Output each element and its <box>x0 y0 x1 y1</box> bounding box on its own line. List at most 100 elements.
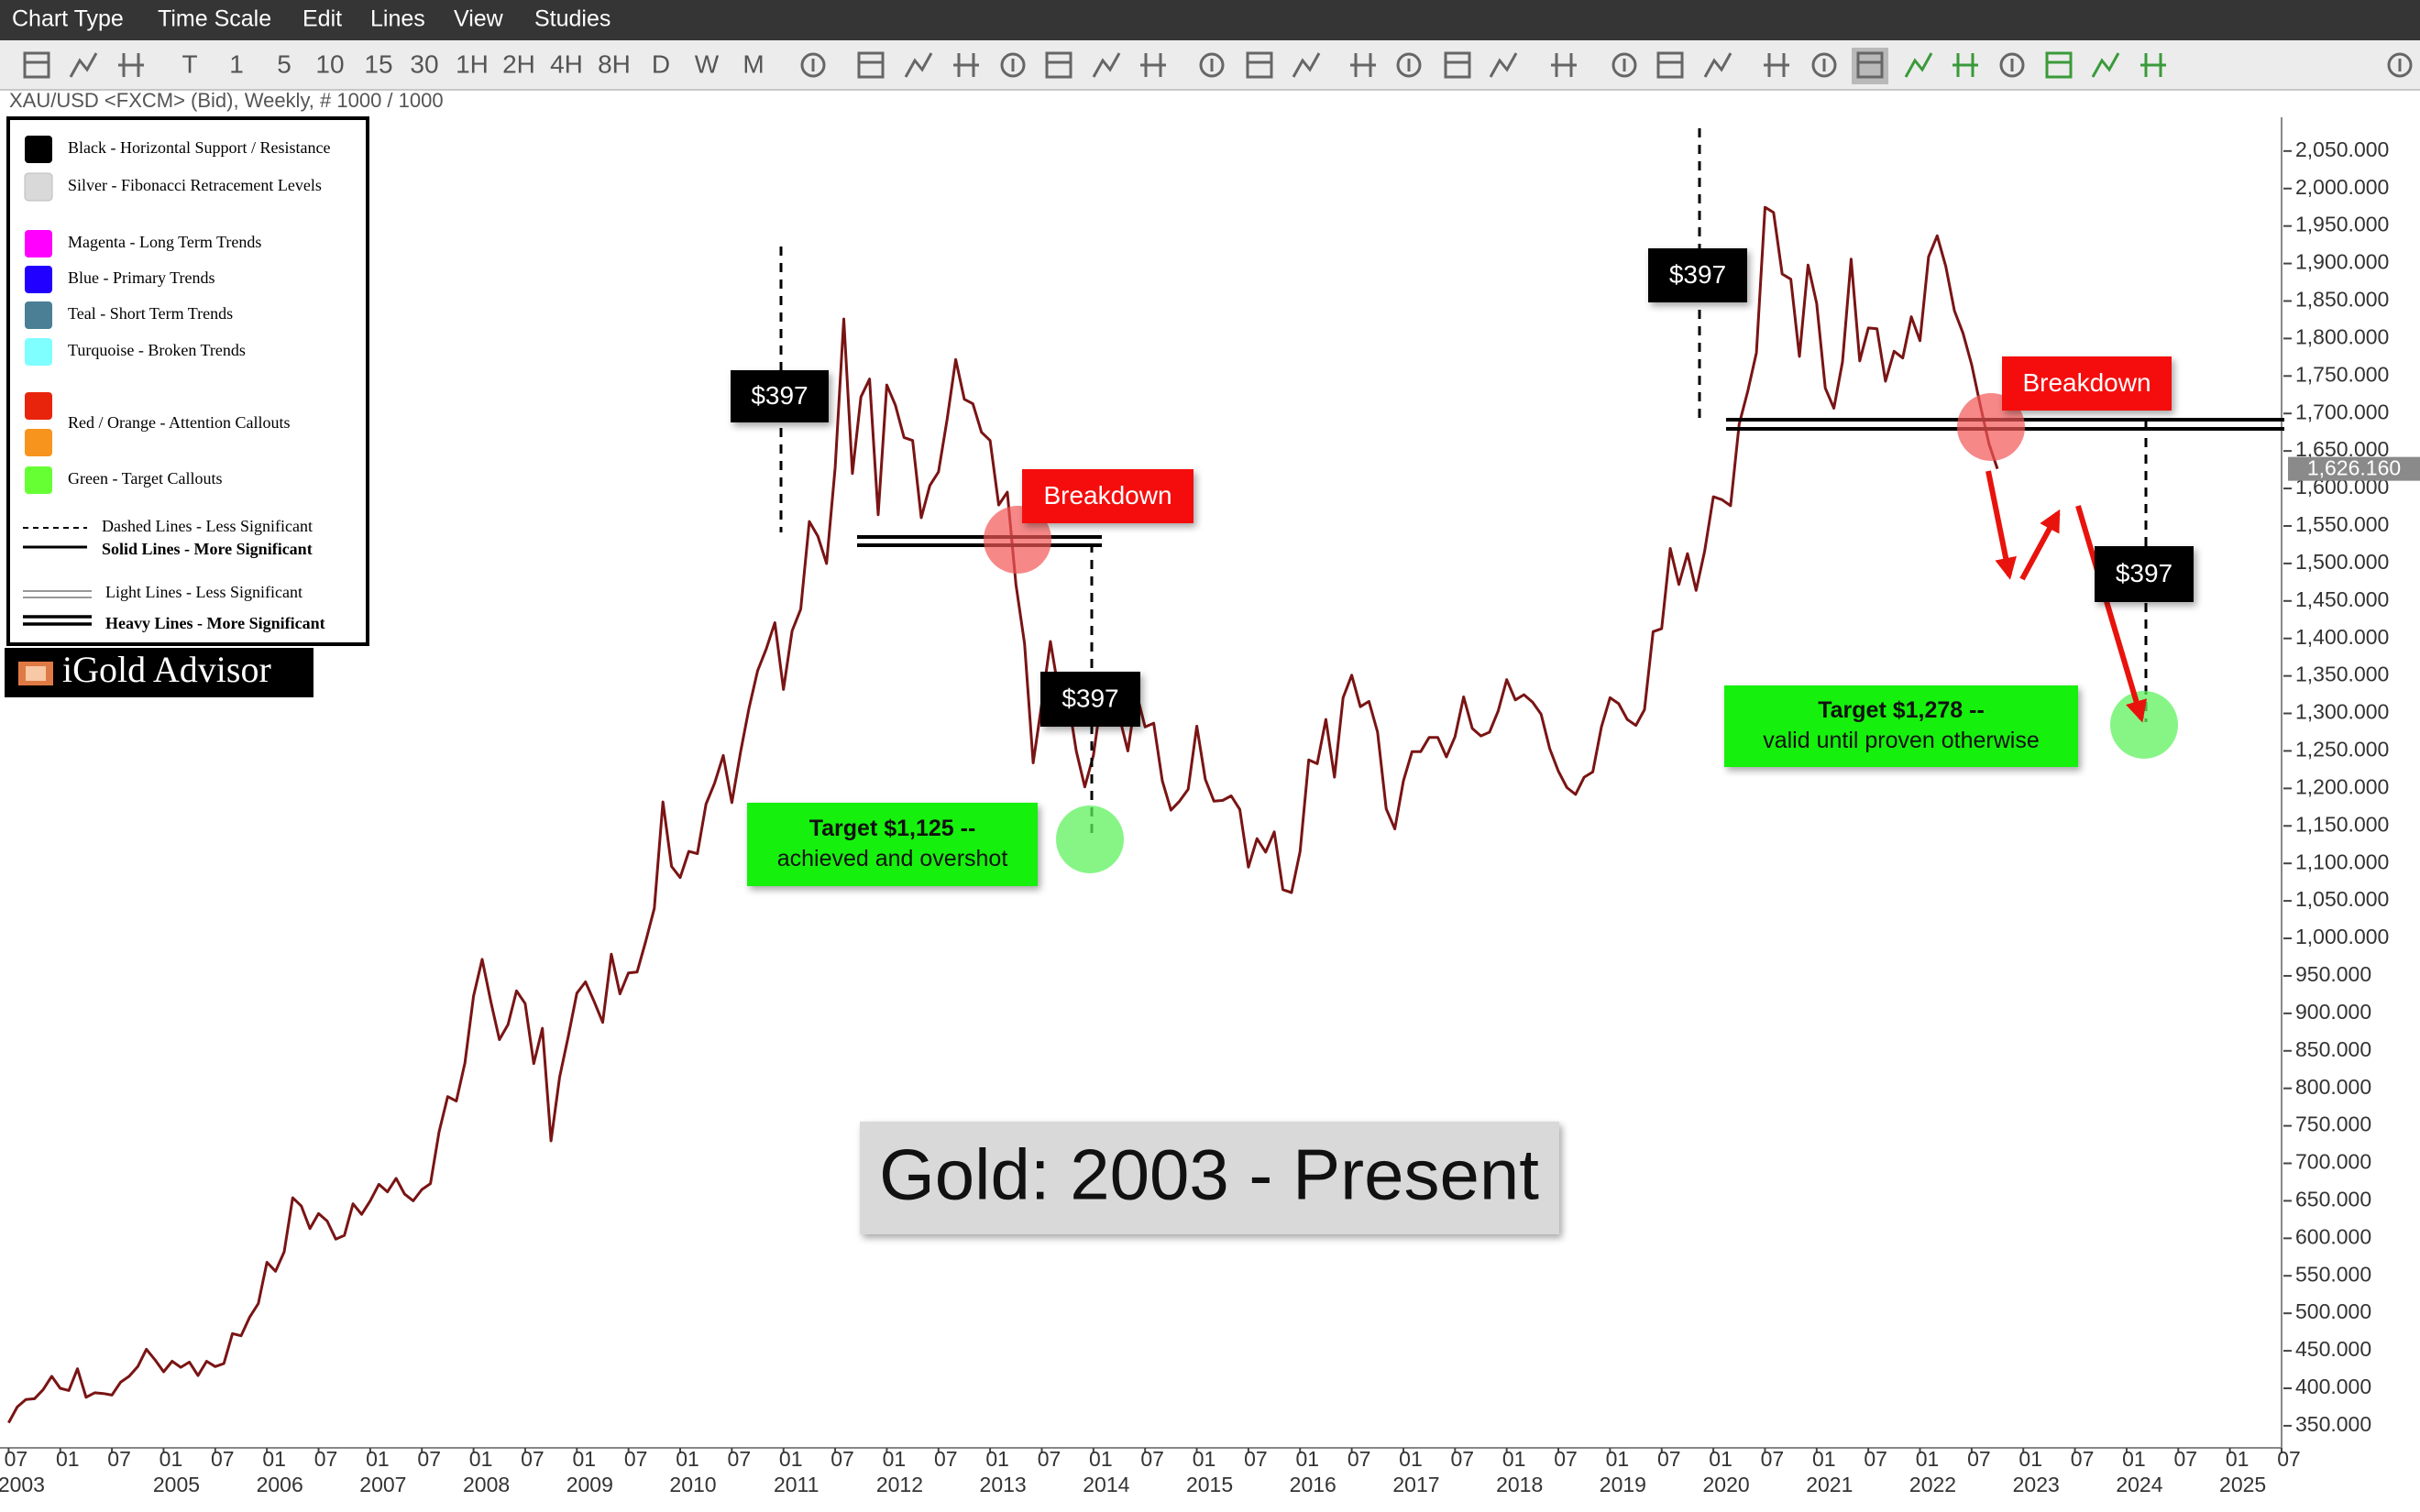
toolbar-icon[interactable] <box>1952 53 1978 77</box>
toolbar-icon[interactable] <box>1246 51 1273 79</box>
toolbar-icon[interactable] <box>2045 51 2073 79</box>
toolbar-icon[interactable] <box>2091 52 2120 78</box>
toolbar-icon[interactable] <box>1444 51 1471 79</box>
toolbar-icon[interactable] <box>1764 53 1789 77</box>
y-tick-label: 1,550.000 <box>2295 512 2389 536</box>
toolbar-button[interactable]: T <box>182 49 197 78</box>
toolbar-icon[interactable] <box>1199 52 1225 78</box>
toolbar-button[interactable]: 5 <box>277 49 292 78</box>
toolbar-icon[interactable] <box>1852 48 1888 84</box>
toolbar-icon[interactable] <box>1551 53 1577 77</box>
y-tick-label: 1,200.000 <box>2295 774 2389 798</box>
x-tick-label: 07 <box>1657 1447 1681 1471</box>
icon-glyph <box>800 52 826 78</box>
icon-glyph <box>1612 52 1637 78</box>
x-tick-label: 01 <box>2018 1447 2042 1471</box>
menu-item[interactable]: Time Scale <box>158 6 271 32</box>
toolbar-icon[interactable] <box>69 52 98 78</box>
toolbar-button[interactable]: M <box>742 49 764 78</box>
menu-bar <box>0 0 2420 40</box>
toolbar-icon[interactable] <box>1292 52 1321 78</box>
x-tick-label: 01 <box>572 1447 596 1471</box>
toolbar-icon[interactable] <box>1396 52 1422 78</box>
toolbar-icon[interactable] <box>1656 51 1684 79</box>
toolbar-icon[interactable] <box>1140 53 1166 77</box>
measure-box <box>1648 248 1747 302</box>
toolbar-icon[interactable] <box>1045 51 1072 79</box>
toolbar-icon[interactable] <box>857 51 885 79</box>
toolbar-icon[interactable] <box>1703 52 1732 78</box>
icon-glyph <box>2091 52 2120 78</box>
toolbar-icon[interactable] <box>1612 52 1637 78</box>
y-tick-label: 550.000 <box>2295 1262 2371 1286</box>
x-year-label: 2003 <box>0 1473 45 1496</box>
symbol-info: XAU/USD <FXCM> (Bid), Weekly, # 1000 / 1… <box>9 89 444 112</box>
toolbar-icon[interactable] <box>1489 52 1518 78</box>
legend-swatch <box>25 230 52 257</box>
toolbar-icon[interactable] <box>904 52 933 78</box>
target-label: Target $1,125 -- <box>809 816 976 841</box>
legend-swatch <box>25 392 52 420</box>
toolbar-icon[interactable] <box>23 51 50 79</box>
legend-label: Light Lines - Less Significant <box>105 583 302 601</box>
x-tick-label: 01 <box>1502 1447 1526 1471</box>
brand-box <box>5 648 314 697</box>
x-tick-label: 07 <box>1761 1447 1785 1471</box>
toolbar-icon[interactable] <box>1092 52 1121 78</box>
toolbar-button[interactable]: 10 <box>315 49 344 78</box>
toolbar-icon[interactable] <box>953 53 979 77</box>
toolbar-icon[interactable] <box>1999 52 2025 78</box>
toolbar-icon[interactable] <box>2140 53 2166 77</box>
x-year-label: 2018 <box>1496 1473 1543 1496</box>
menu-item[interactable]: View <box>454 6 504 32</box>
x-year-label: 2011 <box>774 1473 819 1496</box>
menu-item[interactable]: Lines <box>370 6 425 32</box>
toolbar-button[interactable]: W <box>695 49 720 78</box>
measure-label: $397 <box>1062 684 1118 712</box>
y-tick-label: 2,050.000 <box>2295 137 2389 161</box>
toolbar-button[interactable]: 30 <box>410 49 438 78</box>
x-tick-label: 07 <box>1038 1447 1062 1471</box>
icon-glyph <box>1396 52 1422 78</box>
toolbar-button[interactable]: 1H <box>456 49 489 78</box>
x-tick-label: 07 <box>934 1447 958 1471</box>
toolbar-icon[interactable] <box>1000 52 1026 78</box>
legend-swatch <box>25 136 52 163</box>
toolbar-icon[interactable] <box>1350 53 1376 77</box>
toolbar-button[interactable]: 15 <box>364 49 392 78</box>
x-year-label: 2025 <box>2219 1473 2266 1496</box>
toolbar-icon[interactable] <box>1811 52 1837 78</box>
menu-item[interactable]: Chart Type <box>12 6 124 32</box>
toolbar-button[interactable]: 2H <box>502 49 535 78</box>
y-tick-label: 450.000 <box>2295 1337 2371 1361</box>
x-tick-label: 01 <box>262 1447 286 1471</box>
target-label: Target $1,278 -- <box>1818 697 1985 723</box>
x-tick-label: 01 <box>1295 1447 1319 1471</box>
menu-item[interactable]: Edit <box>302 6 342 32</box>
icon-glyph <box>1246 51 1273 79</box>
toolbar-button[interactable]: 8H <box>598 49 631 78</box>
x-tick-label: 01 <box>1606 1447 1630 1471</box>
toolbar-icon[interactable] <box>2387 52 2413 78</box>
toolbar-icon[interactable] <box>800 52 826 78</box>
toolbar-button[interactable]: D <box>652 49 670 78</box>
legend-swatch <box>25 301 52 329</box>
target-label: valid until proven otherwise <box>1763 728 2040 753</box>
x-year-label: 2015 <box>1186 1473 1233 1496</box>
toolbar-icon[interactable] <box>118 53 144 77</box>
toolbar-button[interactable]: 1 <box>229 49 244 78</box>
x-tick-label: 07 <box>107 1447 131 1471</box>
x-year-label: 2006 <box>257 1473 303 1496</box>
toolbar-button[interactable]: 4H <box>550 49 583 78</box>
menu-item[interactable]: Studies <box>534 6 610 32</box>
chart-title: Gold: 2003 - Present <box>879 1134 1539 1215</box>
y-tick-label: 1,150.000 <box>2295 812 2389 836</box>
y-tick-label: 1,100.000 <box>2295 849 2389 873</box>
x-year-label: 2021 <box>1806 1473 1853 1496</box>
x-tick-label: 07 <box>521 1447 544 1471</box>
icon-glyph <box>1292 52 1321 78</box>
brand: iGold Advisor <box>62 649 271 690</box>
x-tick-label: 01 <box>1709 1447 1732 1471</box>
toolbar-icon[interactable] <box>1904 52 1933 78</box>
